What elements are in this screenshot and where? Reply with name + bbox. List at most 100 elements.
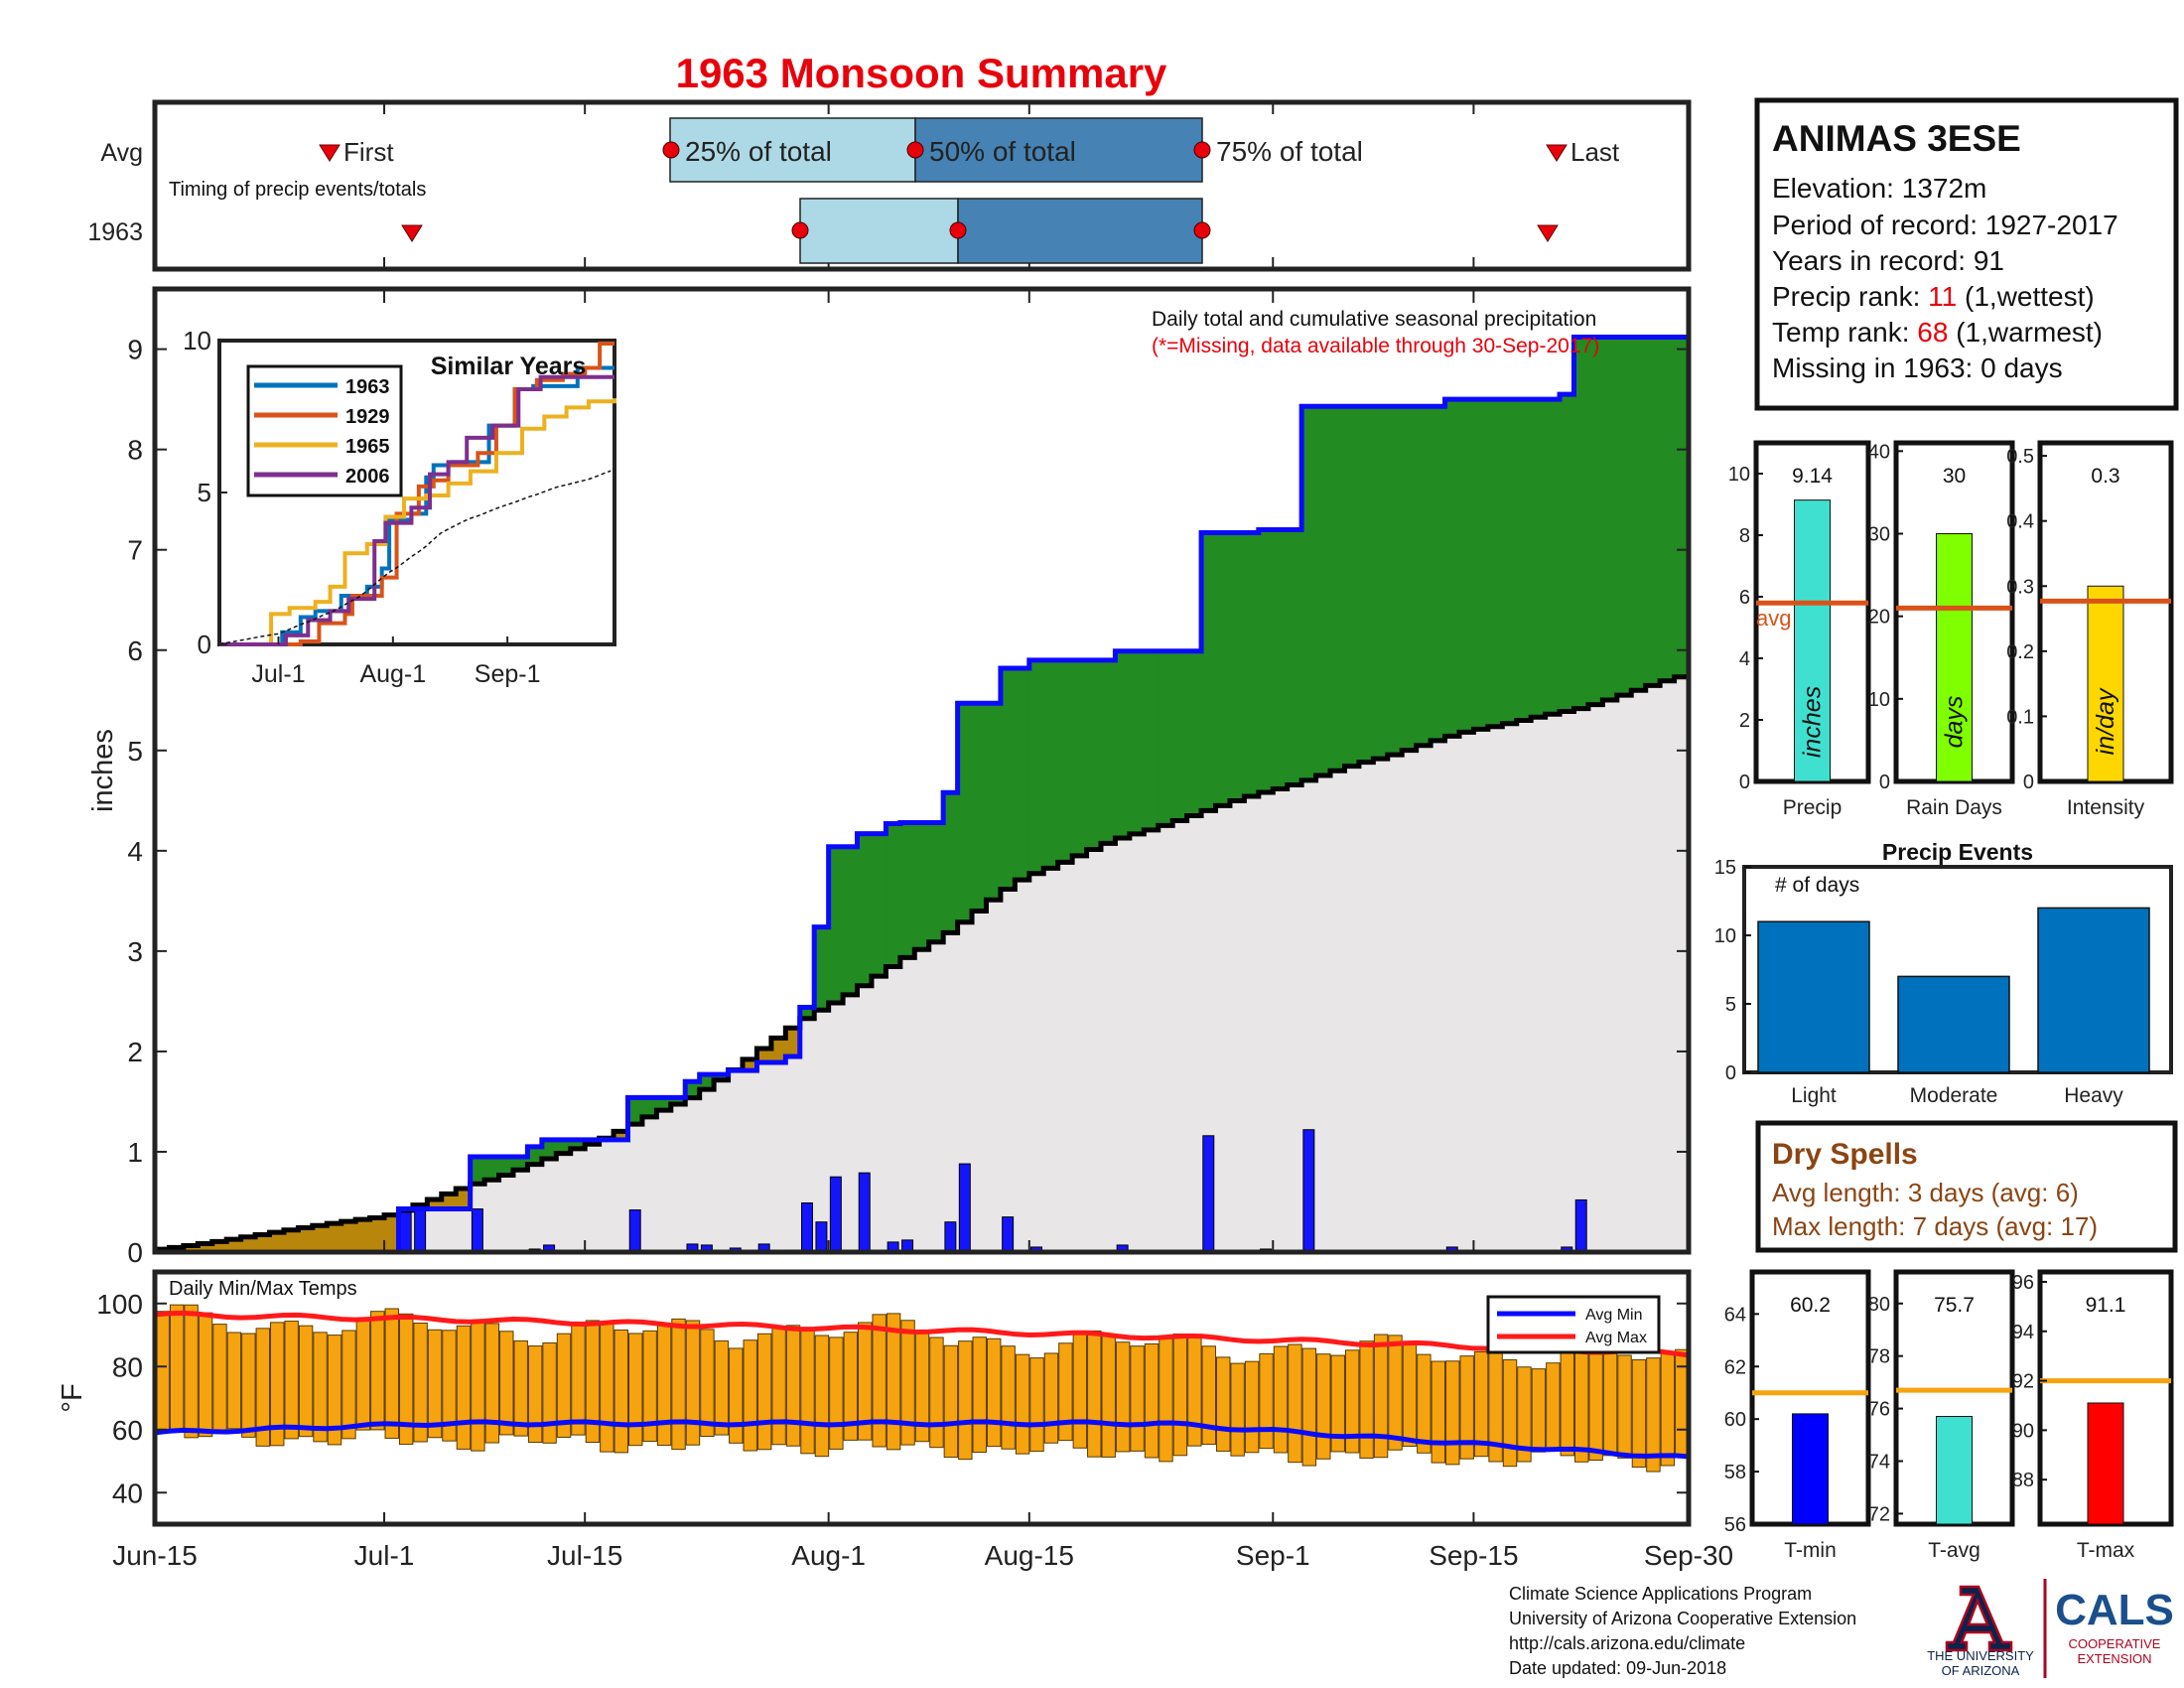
timing-row-avg: Avg: [100, 139, 143, 167]
daily-temp-bar: [600, 1323, 614, 1453]
small-chart-title: Intensity: [2067, 796, 2145, 819]
main-ylabel: inches: [87, 729, 119, 812]
above-average-area: [1100, 659, 1117, 844]
above-average-area: [943, 792, 959, 933]
below-average-deficit-area: [384, 1214, 400, 1252]
avg-box-50-75: [914, 117, 1203, 183]
small-chart-ytick-label: 10: [1868, 689, 1890, 711]
above-average-area: [1287, 529, 1302, 785]
below-average-area: [656, 1110, 672, 1252]
station-period: Period of record: 1927-2017: [1772, 210, 2118, 240]
inset-legend: 1963 1929 1965 2006: [254, 376, 390, 488]
below-average-deficit-area: [341, 1221, 356, 1252]
year-p50-marker: [949, 221, 967, 239]
above-average-area: [1273, 529, 1289, 789]
daily-temp-bar: [858, 1322, 873, 1441]
below-average-area: [670, 1104, 686, 1252]
daily-precip-bar: [399, 1208, 412, 1253]
daily-temp-bar: [1316, 1353, 1331, 1460]
footer-credits: Climate Science Applications Program Uni…: [1509, 1584, 1856, 1678]
precip-rank-value: 11: [1928, 281, 1957, 312]
below-average-area: [886, 966, 901, 1252]
inset-legend-label-2006: 2006: [345, 466, 390, 488]
above-average-area: [1244, 532, 1260, 797]
above-average-area: [1431, 406, 1446, 741]
below-average-area: [1086, 849, 1102, 1252]
timing-note: Timing of precip events/totals: [169, 179, 426, 201]
avg-p75-marker: [1193, 141, 1211, 159]
above-average-area: [1186, 650, 1202, 816]
daily-temp-bar: [1159, 1337, 1173, 1463]
avg-p25-label: 25% of total: [685, 136, 832, 167]
daily-precip-bar: [829, 1176, 842, 1253]
daily-temp-bar: [1646, 1357, 1661, 1473]
daily-temp-bar: [198, 1312, 213, 1438]
below-average-deficit-area: [298, 1227, 314, 1252]
precip-events-chart: Precip Events Light Moderate Heavy 0 5 10 15 #…: [1714, 839, 2173, 1107]
daily-temp-bar: [327, 1335, 342, 1446]
legend-avg-max-label: Avg Max: [1585, 1330, 1647, 1346]
daily-temp-bar: [1043, 1352, 1059, 1444]
main-ytick-label: 4: [127, 836, 143, 867]
below-average-area: [1043, 868, 1059, 1252]
date-axis-label: Jun-15: [112, 1540, 198, 1571]
small-chart-ytick-label: 0: [1739, 772, 1750, 793]
inset-axes: 0 5 10 Jul-1 Aug-1 Sep-1: [183, 326, 540, 688]
above-average-area: [1229, 532, 1245, 801]
cumulative-1963-line: [395, 335, 1689, 1252]
above-average-area: [871, 833, 887, 977]
daily-temp-bar: [542, 1341, 557, 1444]
small-chart-ytick-label: 0.5: [2006, 446, 2034, 468]
daily-temp-bar: [814, 1335, 830, 1458]
above-average-area: [1458, 399, 1475, 733]
avg-box-25-50: [669, 117, 916, 183]
date-axis-label: Sep-15: [1429, 1540, 1518, 1571]
daily-temp-bar: [1230, 1362, 1245, 1457]
daily-temp-bar: [1502, 1358, 1518, 1468]
small-chart-unit-label: days: [1941, 696, 1969, 749]
footer-line-2: University of Arizona Cooperative Extens…: [1509, 1609, 1856, 1628]
temp-ytick-label: 80: [112, 1351, 143, 1382]
above-average-area: [1587, 337, 1603, 705]
below-average-area: [527, 1164, 543, 1252]
below-average-deficit-area: [427, 1198, 443, 1209]
temp-rank-prefix: Temp rank:: [1772, 317, 1917, 348]
daily-temp-bar: [442, 1330, 457, 1442]
below-average-area: [770, 1062, 786, 1252]
below-average-deficit-area: [183, 1245, 199, 1252]
above-average-area: [1201, 532, 1217, 811]
daily-temp-bar: [155, 1311, 170, 1431]
daily-temp-bar: [1301, 1347, 1317, 1467]
small-chart-ytick-label: 2: [1739, 710, 1750, 732]
daily-precip-bar: [414, 1208, 427, 1253]
below-average-area: [556, 1153, 572, 1252]
daily-temp-bar: [1216, 1356, 1231, 1452]
below-average-area: [1431, 740, 1446, 1252]
above-average-area: [1545, 399, 1561, 715]
precip-avg-label: avg: [1756, 606, 1791, 631]
station-elevation: Elevation: 1372m: [1772, 173, 1986, 204]
above-average-area: [1015, 667, 1030, 881]
t-min-bar: [1792, 1413, 1829, 1525]
small-chart-ytick-label: 40: [1868, 441, 1890, 463]
footer-line-1: Climate Science Applications Program: [1509, 1584, 1812, 1604]
station-missing: Missing in 1963: 0 days: [1772, 352, 2063, 383]
below-average-deficit-area: [770, 1038, 786, 1063]
daily-precip-bar: [958, 1163, 971, 1253]
small-chart-ytick-label: 94: [2012, 1322, 2034, 1343]
cals-wordmark: CALS: [2055, 1586, 2174, 1634]
below-average-area: [1402, 750, 1418, 1252]
below-average-area: [1660, 680, 1676, 1252]
below-average-area: [1444, 736, 1460, 1252]
main-note-2: (*=Missing, data available through 30-Se…: [1152, 335, 1599, 357]
daily-temp-bar: [1631, 1358, 1647, 1469]
below-average-deficit-area: [756, 1049, 772, 1063]
above-average-area: [1028, 659, 1044, 874]
below-average-area: [1015, 880, 1030, 1252]
events-bar-light: [1757, 920, 1870, 1073]
below-average-deficit-area: [283, 1229, 299, 1252]
dry-spells-avg: Avg length: 3 days (avg: 6): [1772, 1178, 2079, 1207]
below-average-area: [743, 1070, 758, 1252]
daily-temp-bar: [255, 1328, 271, 1447]
above-average-area: [957, 703, 973, 922]
